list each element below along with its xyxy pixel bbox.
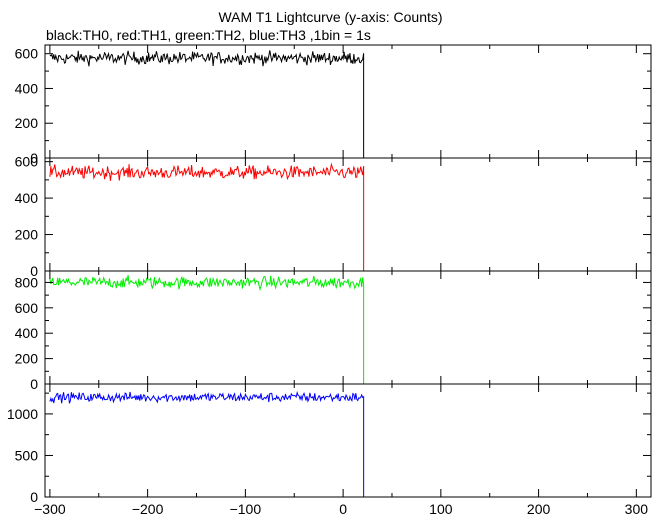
y-tick-label: 0 xyxy=(30,376,38,392)
y-tick-label: 400 xyxy=(15,80,39,96)
y-tick-label: 1000 xyxy=(7,406,38,422)
y-tick-label: 0 xyxy=(30,489,38,505)
y-tick-label: 600 xyxy=(15,300,39,316)
panel-th3: 0 500 1000 xyxy=(7,383,652,505)
series-line-th0 xyxy=(49,50,647,159)
series-line-th2 xyxy=(49,275,647,385)
series-line-th1 xyxy=(49,162,647,272)
y-tick-label: 500 xyxy=(15,447,39,463)
x-tick-label: −100 xyxy=(230,501,262,515)
x-tick-label: 100 xyxy=(429,501,453,515)
panel-th0: 0 200 400 600 xyxy=(15,44,652,166)
x-tick-label: −200 xyxy=(132,501,164,515)
panel-frame xyxy=(44,44,652,159)
chart-subtitle: black:TH0, red:TH1, green:TH2, blue:TH3 … xyxy=(46,27,371,43)
y-tick-label: 400 xyxy=(15,190,39,206)
chart-title: WAM T1 Lightcurve (y-axis: Counts) xyxy=(218,9,443,25)
x-tick-label: −300 xyxy=(34,501,66,515)
x-tick-label: 200 xyxy=(527,501,551,515)
panel-frame xyxy=(44,270,652,385)
y-tick-label: 400 xyxy=(15,325,39,341)
panel-th2: 0 200 400 600 800 xyxy=(15,270,652,392)
y-tick-label: 200 xyxy=(15,351,39,367)
y-tick-label: 600 xyxy=(15,154,39,170)
x-tick-label: 0 xyxy=(339,501,347,515)
y-tick-label: 200 xyxy=(15,115,39,131)
panel-frame xyxy=(44,383,652,498)
y-tick-label: 0 xyxy=(30,150,38,166)
y-tick-label: 200 xyxy=(15,227,39,243)
y-tick-label: 800 xyxy=(15,274,39,290)
y-tick-label: 600 xyxy=(15,46,39,62)
y-tick-label: 0 xyxy=(30,263,38,279)
series-line-th3 xyxy=(49,390,647,498)
panel-th1: 0 200 400 600 xyxy=(15,154,652,279)
panel-frame xyxy=(44,157,652,272)
x-tick-label: 300 xyxy=(625,501,649,515)
